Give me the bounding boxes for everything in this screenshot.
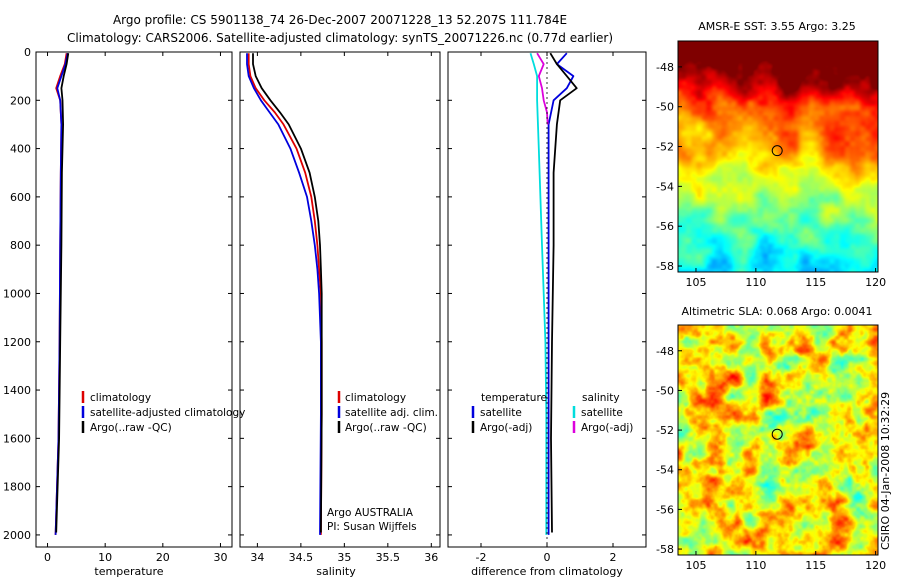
- y-tick-label: 1200: [3, 336, 31, 349]
- header-line-2: Climatology: CARS2006. Satellite-adjuste…: [67, 31, 613, 45]
- temperature-ticks: 0 10 20 30 0 200 400 600 800 1000 1200 1400 1600 1800…: [3, 46, 232, 564]
- side-timestamp-label: CSIRO 04-Jan-2008 10:32:29: [879, 392, 892, 550]
- map-y-tick-label: -54: [656, 180, 674, 193]
- legend-label-satellite: satellite-adjusted climatology: [90, 407, 245, 419]
- map-y-tick-label: -58: [656, 543, 674, 556]
- x-tick-label: 35.5: [376, 551, 401, 564]
- legend-title-temperature: temperature: [481, 392, 547, 404]
- y-tick-label: 800: [10, 239, 31, 252]
- x-tick-label: 35: [337, 551, 351, 564]
- sst-map-ticks: 105 110 115 120 -48 -50 -52 -54 -56 -58: [656, 61, 886, 289]
- salinity-ticks: 34 34.5 35 35.5 36: [240, 51, 440, 564]
- series-line-argo-raw-qc-: [55, 53, 70, 533]
- sst-map-title: AMSR-E SST: 3.55 Argo: 3.25: [698, 20, 856, 33]
- sla-heatmap: [678, 325, 878, 555]
- legend-label-climatology: climatology: [345, 392, 406, 404]
- y-tick-label: 1400: [3, 384, 31, 397]
- series-line-temperature-satellite: [547, 52, 575, 535]
- legend-label-sal-satellite: satellite: [581, 407, 623, 419]
- sla-map-title: Altimetric SLA: 0.068 Argo: 0.0041: [681, 305, 872, 318]
- map-y-tick-label: -48: [656, 61, 674, 74]
- map-y-tick-label: -52: [656, 424, 674, 437]
- map-y-tick-label: -48: [656, 345, 674, 358]
- x-tick-label: 0: [544, 551, 551, 564]
- annotation-argo-australia: Argo AUSTRALIA: [327, 507, 414, 519]
- salinity-xlabel: salinity: [316, 565, 356, 578]
- header-line-1: Argo profile: CS 5901138_74 26-Dec-2007 …: [113, 13, 567, 27]
- sst-heatmap: [678, 41, 878, 272]
- temperature-plot-frame: [35, 51, 233, 548]
- x-tick-label: -2: [476, 551, 487, 564]
- y-tick-label: 2000: [3, 529, 31, 542]
- map-x-tick-label: 115: [805, 276, 826, 289]
- y-tick-label: 600: [10, 191, 31, 204]
- series-line-satellite-adj-clim-: [246, 53, 322, 535]
- map-y-tick-label: -58: [656, 260, 674, 273]
- map-x-tick-label: 120: [865, 559, 886, 572]
- legend-label-sal-argo: Argo(-adj): [581, 422, 633, 434]
- sla-map-frame: [677, 324, 879, 556]
- map-x-tick-label: 110: [745, 559, 766, 572]
- series-line-temperature-argo-adj-: [549, 52, 578, 533]
- y-tick-label: 0: [24, 46, 31, 59]
- x-tick-label: 0: [44, 551, 51, 564]
- x-tick-label: 20: [156, 551, 170, 564]
- series-line-argo-raw-qc-: [252, 53, 323, 533]
- x-tick-label: 36: [424, 551, 438, 564]
- map-x-tick-label: 105: [685, 559, 706, 572]
- x-tick-label: 34.5: [289, 551, 314, 564]
- map-x-tick-label: 120: [865, 276, 886, 289]
- sla-argo-location-marker: [771, 428, 783, 440]
- map-y-tick-label: -50: [656, 101, 674, 114]
- annotation-pi: PI: Susan Wijffels: [327, 521, 417, 533]
- legend-label-temp-argo: Argo(-adj): [480, 422, 532, 434]
- map-x-tick-label: 115: [805, 559, 826, 572]
- map-y-tick-label: -56: [656, 503, 674, 516]
- map-y-tick-label: -52: [656, 141, 674, 154]
- x-tick-label: 34: [250, 551, 264, 564]
- y-tick-label: 200: [10, 94, 31, 107]
- x-tick-label: 30: [213, 551, 227, 564]
- x-tick-label: 10: [98, 551, 112, 564]
- legend-label-satellite: satellite adj. clim.: [345, 407, 438, 419]
- map-x-tick-label: 105: [685, 276, 706, 289]
- temperature-legend: climatology satellite-adjusted climatolo…: [81, 391, 245, 434]
- map-y-tick-label: -54: [656, 464, 674, 477]
- legend-label-climatology: climatology: [90, 392, 151, 404]
- y-tick-label: 1800: [3, 481, 31, 494]
- legend-label-argo: Argo(..raw -QC): [345, 422, 427, 434]
- temperature-series: [54, 53, 70, 535]
- map-y-tick-label: -50: [656, 384, 674, 397]
- series-line-salinity-argo-adj-: [536, 52, 549, 125]
- sst-argo-location-marker: [771, 145, 783, 157]
- y-tick-label: 1000: [3, 287, 31, 300]
- salinity-plot-frame: [239, 51, 441, 548]
- sst-map-frame: [677, 40, 879, 273]
- y-tick-label: 1600: [3, 432, 31, 445]
- difference-ticks: -2 0 2: [448, 51, 646, 564]
- sla-map-ticks: 105 110 115 120 -48 -50 -52 -54 -56 -58: [656, 345, 886, 572]
- difference-xlabel: difference from climatology: [471, 565, 623, 578]
- legend-title-salinity: salinity: [582, 392, 620, 404]
- map-y-tick-label: -56: [656, 220, 674, 233]
- legend-label-temp-satellite: satellite: [480, 407, 522, 419]
- series-line-climatology: [247, 53, 323, 535]
- x-tick-label: 2: [610, 551, 617, 564]
- salinity-series: [246, 53, 323, 535]
- temperature-xlabel: temperature: [94, 565, 163, 578]
- y-tick-label: 400: [10, 143, 31, 156]
- legend-label-argo: Argo(..raw -QC): [90, 422, 172, 434]
- difference-series: [529, 52, 578, 547]
- map-x-tick-label: 110: [745, 276, 766, 289]
- difference-legend: temperature salinity satellite Argo(-adj…: [471, 392, 633, 434]
- salinity-legend: climatology satellite adj. clim. Argo(..…: [327, 391, 438, 533]
- series-line-salinity-satellite: [529, 52, 548, 535]
